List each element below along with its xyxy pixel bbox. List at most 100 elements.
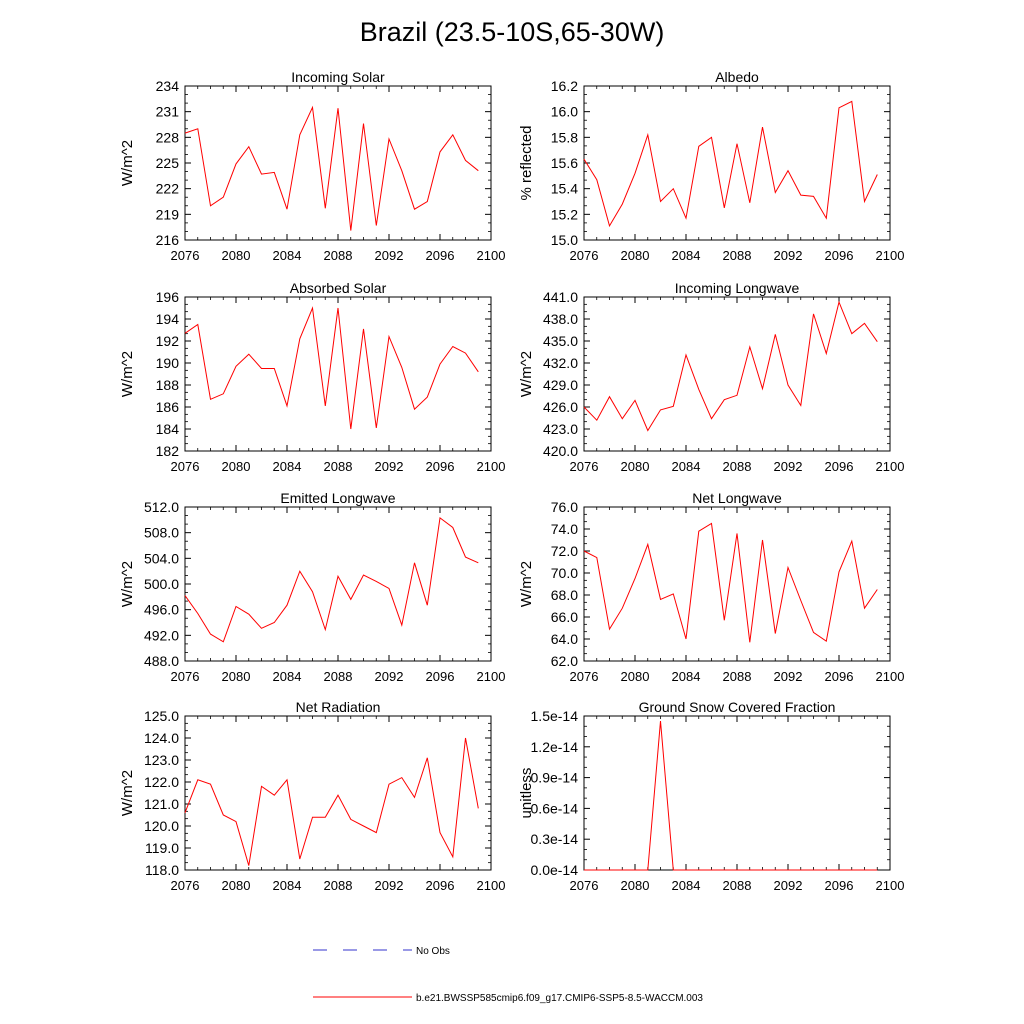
legend-model-label: b.e21.BWSSP585cmip6.f09_g17.CMIP6-SSP5-8… xyxy=(416,993,703,1004)
y-tick-label: 124.0 xyxy=(144,730,179,746)
panel-title: Absorbed Solar xyxy=(290,280,387,296)
x-tick-label: 2084 xyxy=(672,878,701,893)
x-tick-label: 2076 xyxy=(171,248,200,263)
x-tick-label: 2080 xyxy=(222,248,251,263)
y-axis-label: % reflected xyxy=(518,125,535,200)
y-tick-label: 76.0 xyxy=(551,499,578,515)
y-tick-label: 420.0 xyxy=(543,443,578,459)
plot-frame xyxy=(583,506,891,662)
x-tick-label: 2092 xyxy=(375,878,404,893)
panel-net-longwave: Net Longwave W/m^2 2076 2080 2084 2088 2092 209… xyxy=(518,490,904,684)
series-line-incoming-solar xyxy=(184,105,479,231)
y-tick-label: 194 xyxy=(156,311,180,327)
series-line-ground-snow-covered-fraction xyxy=(584,721,878,871)
x-tick-label: 2088 xyxy=(723,248,752,263)
y-axis-label: unitless xyxy=(518,768,535,819)
panel-net-radiation: Net Radiation W/m^2 2076 2080 2084 2088 2092 20… xyxy=(119,699,505,893)
y-tick-label: 120.0 xyxy=(144,818,179,834)
x-tick-label: 2084 xyxy=(672,248,701,263)
x-tick-label: 2088 xyxy=(723,459,752,474)
y-axis-label: W/m^2 xyxy=(119,561,136,607)
y-tick-label: 182 xyxy=(156,443,180,459)
x-tick-label: 2080 xyxy=(621,459,650,474)
x-tick-label: 2076 xyxy=(570,669,599,684)
x-tick-label: 2088 xyxy=(324,878,353,893)
y-tick-label: 190 xyxy=(156,355,180,371)
y-tick-label: 16.2 xyxy=(551,78,578,94)
panel-title: Emitted Longwave xyxy=(280,490,395,506)
y-tick-label: 432.0 xyxy=(543,355,578,371)
y-tick-label: 15.0 xyxy=(551,232,578,248)
y-tick-label: 122.0 xyxy=(144,774,179,790)
x-tick-label: 2076 xyxy=(171,878,200,893)
y-tick-label: 70.0 xyxy=(551,565,578,581)
y-tick-label: 219 xyxy=(156,206,180,222)
x-tick-label: 2096 xyxy=(825,669,854,684)
y-tick-label: 16.0 xyxy=(551,104,578,120)
y-tick-label: 184 xyxy=(156,421,180,437)
y-tick-label: 62.0 xyxy=(551,653,578,669)
panel-title: Ground Snow Covered Fraction xyxy=(639,699,836,715)
y-tick-label: 0.6e-14 xyxy=(531,800,579,816)
panel-title: Incoming Longwave xyxy=(675,280,800,296)
x-tick-label: 2096 xyxy=(426,459,455,474)
y-tick-label: 192 xyxy=(156,333,180,349)
x-tick-label: 2100 xyxy=(876,248,905,263)
series-line-incoming-longwave xyxy=(583,300,878,432)
y-tick-label: 441.0 xyxy=(543,289,578,305)
x-tick-label: 2096 xyxy=(426,669,455,684)
y-tick-label: 222 xyxy=(156,181,180,197)
y-axis-label: W/m^2 xyxy=(119,351,136,397)
y-tick-label: 15.4 xyxy=(551,181,578,197)
y-tick-label: 500.0 xyxy=(144,576,179,592)
y-axis-label: W/m^2 xyxy=(518,351,535,397)
panel-absorbed-solar: Absorbed Solar W/m^2 2076 2080 2084 2088 2092 2… xyxy=(119,280,505,474)
panel-title: Net Longwave xyxy=(692,490,782,506)
y-tick-label: 15.6 xyxy=(551,155,578,171)
plot-frame xyxy=(583,715,891,871)
legend: No Obs b.e21.BWSSP585cmip6.f09_g17.CMIP6… xyxy=(313,946,703,1004)
y-tick-label: 125.0 xyxy=(144,708,179,724)
x-tick-label: 2080 xyxy=(621,248,650,263)
x-tick-label: 2076 xyxy=(570,248,599,263)
y-tick-label: 74.0 xyxy=(551,521,578,537)
y-tick-label: 121.0 xyxy=(144,796,179,812)
y-tick-label: 504.0 xyxy=(144,550,179,566)
x-tick-label: 2092 xyxy=(774,878,803,893)
x-tick-label: 2076 xyxy=(171,669,200,684)
x-tick-label: 2088 xyxy=(723,669,752,684)
y-tick-label: 438.0 xyxy=(543,311,578,327)
y-axis-label: W/m^2 xyxy=(119,770,136,816)
y-tick-label: 1.5e-14 xyxy=(531,708,579,724)
y-tick-label: 423.0 xyxy=(543,421,578,437)
page-title: Brazil (23.5-10S,65-30W) xyxy=(360,17,665,47)
x-tick-label: 2080 xyxy=(222,878,251,893)
y-tick-label: 119.0 xyxy=(145,840,179,856)
x-tick-label: 2100 xyxy=(876,878,905,893)
x-tick-label: 2100 xyxy=(477,669,506,684)
plot-frame xyxy=(583,296,891,452)
y-tick-label: 68.0 xyxy=(551,587,578,603)
x-tick-label: 2096 xyxy=(825,459,854,474)
y-tick-label: 426.0 xyxy=(543,399,578,415)
panel-title: Net Radiation xyxy=(296,699,381,715)
y-tick-label: 512.0 xyxy=(144,499,179,515)
y-tick-label: 496.0 xyxy=(144,602,179,618)
panel-title: Albedo xyxy=(715,69,759,85)
x-tick-label: 2096 xyxy=(825,878,854,893)
x-tick-label: 2100 xyxy=(876,669,905,684)
x-tick-label: 2080 xyxy=(621,669,650,684)
plot-frame xyxy=(184,506,492,662)
y-tick-label: 216 xyxy=(156,232,180,248)
x-tick-label: 2076 xyxy=(570,878,599,893)
x-tick-label: 2088 xyxy=(324,459,353,474)
series-line-net-radiation xyxy=(184,737,479,866)
x-tick-label: 2092 xyxy=(375,669,404,684)
y-tick-label: 225 xyxy=(156,155,180,171)
series-line-emitted-longwave xyxy=(184,516,479,643)
x-tick-label: 2100 xyxy=(477,459,506,474)
x-tick-label: 2100 xyxy=(477,878,506,893)
x-tick-label: 2084 xyxy=(273,878,302,893)
panel-incoming-solar: Incoming Solar W/m^2 2076 2080 2084 2088 2092 2… xyxy=(119,69,505,263)
